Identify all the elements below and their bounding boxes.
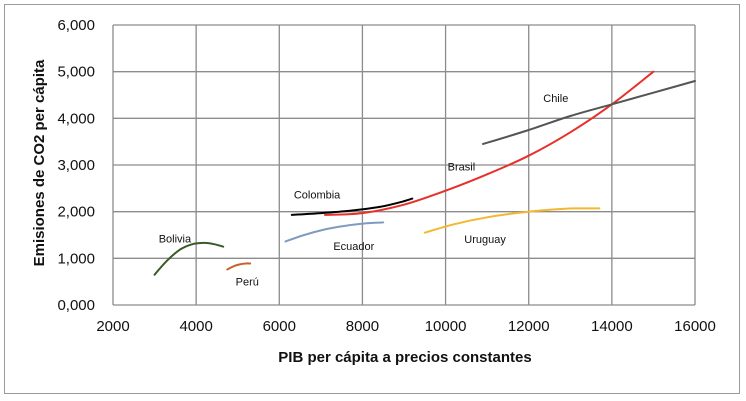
y-axis-title: Emisiones de CO2 per cápita bbox=[31, 59, 48, 266]
y-tick-label: 5,000 bbox=[57, 64, 95, 81]
x-axis-title: PIB per cápita a precios constantes bbox=[278, 349, 531, 366]
series-line-ecuador bbox=[284, 221, 385, 243]
series-labels: Bolivia Perú Ecuador Colombia Brasil Uruguay C… bbox=[159, 93, 569, 288]
chart-frame bbox=[4, 4, 740, 394]
y-tick-label: 1,000 bbox=[57, 250, 95, 267]
series-line-chile bbox=[482, 80, 696, 145]
x-tick-label: 4000 bbox=[179, 318, 212, 335]
series-line-uruguay bbox=[423, 207, 601, 234]
series-line-bolivia bbox=[153, 241, 225, 276]
series-label-bolivia: Bolivia bbox=[159, 233, 192, 245]
series-label-chile: Chile bbox=[543, 93, 568, 105]
grid-lines bbox=[112, 24, 696, 306]
y-tick-label: 0,000 bbox=[57, 297, 95, 314]
y-tick-label: 6,000 bbox=[57, 17, 95, 34]
series-label-uruguay: Uruguay bbox=[464, 234, 506, 246]
series-lines bbox=[153, 70, 696, 276]
series-label-peru: Perú bbox=[236, 276, 259, 288]
y-tick-labels: 0,000 1,000 2,000 3,000 4,000 5,000 6,000 bbox=[57, 17, 95, 314]
x-tick-label: 16000 bbox=[674, 318, 716, 335]
x-tick-label: 6000 bbox=[263, 318, 296, 335]
x-tick-label: 8000 bbox=[346, 318, 379, 335]
y-tick-label: 4,000 bbox=[57, 110, 95, 127]
y-tick-label: 2,000 bbox=[57, 204, 95, 221]
x-tick-label: 14000 bbox=[591, 318, 633, 335]
series-line-peru bbox=[226, 262, 252, 271]
series-label-brasil: Brasil bbox=[448, 162, 476, 174]
y-tick-label: 3,000 bbox=[57, 157, 95, 174]
x-tick-labels: 2000 4000 6000 8000 10000 12000 14000 16000 bbox=[96, 318, 716, 335]
x-tick-label: 10000 bbox=[425, 318, 467, 335]
series-label-ecuador: Ecuador bbox=[333, 241, 374, 253]
series-line-brasil bbox=[324, 70, 655, 216]
x-tick-label: 12000 bbox=[508, 318, 550, 335]
series-line-colombia bbox=[290, 197, 414, 216]
x-tick-label: 2000 bbox=[96, 318, 129, 335]
series-label-colombia: Colombia bbox=[294, 190, 341, 202]
